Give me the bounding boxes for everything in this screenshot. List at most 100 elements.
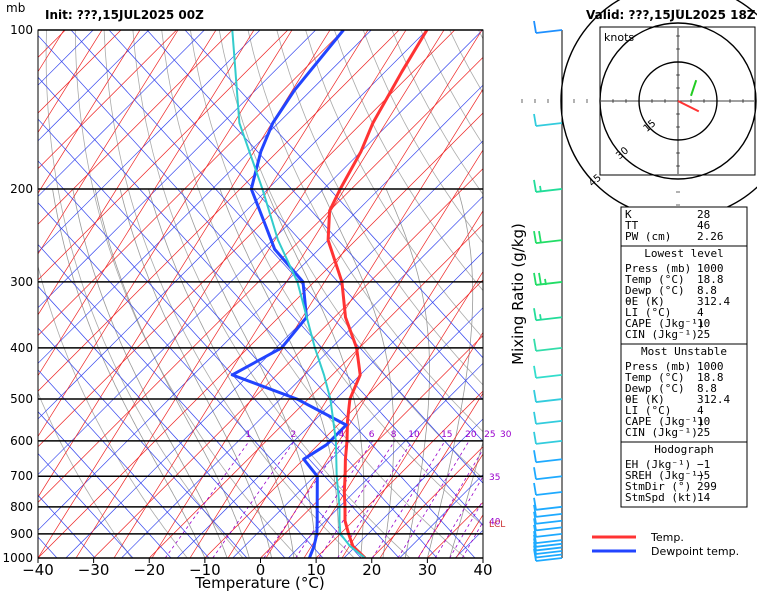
barb-flag xyxy=(533,497,537,510)
barb-staff xyxy=(535,346,563,352)
indices-title-unstable: Most Unstable xyxy=(641,345,727,358)
index-row-unstable: Temp (°C) 18.8 xyxy=(625,371,724,384)
wind-barb xyxy=(533,497,563,511)
theta-line-red xyxy=(341,331,483,558)
index-label: Temp (°C) xyxy=(625,273,685,286)
mixing-ratio-line xyxy=(417,448,483,558)
isotherm-blue xyxy=(38,30,483,476)
index-row-unstable: CAPE (Jkg⁻¹)10 xyxy=(625,415,710,428)
barb-flag xyxy=(533,504,537,518)
theta-line-red xyxy=(38,30,255,377)
pressure-tick-label: 100 xyxy=(10,23,33,37)
wind-barb xyxy=(533,524,563,538)
dry-adiabat xyxy=(38,391,133,558)
mixing-ratio-label: 25 xyxy=(484,430,495,440)
index-value: 2.26 xyxy=(697,230,724,243)
index-row-lowest: Press (mb) 1000 xyxy=(625,262,724,275)
mixing-ratio-line xyxy=(461,521,483,558)
legend-dewp-label: Dewpoint temp. xyxy=(651,545,739,558)
index-label: Dewp (°C) xyxy=(625,382,685,395)
wind-barb xyxy=(533,113,563,127)
wind-barb xyxy=(533,504,563,518)
index-label: Press (mb) xyxy=(625,262,691,275)
pressure-unit-label: mb xyxy=(6,1,25,15)
index-value: 25 xyxy=(697,328,710,341)
dry-adiabat xyxy=(190,30,483,527)
theta-line-red xyxy=(38,30,217,316)
mixing-ratio-line xyxy=(164,440,250,558)
theta-line-red xyxy=(113,30,445,558)
barb-staff xyxy=(535,512,563,518)
index-row-lowest: CIN (Jkg⁻¹) 25 xyxy=(625,328,710,341)
index-label: StmSpd (kt) xyxy=(625,491,698,504)
temperature-tick-label: 30 xyxy=(418,561,437,579)
dry-adiabat xyxy=(305,30,483,339)
index-label: CIN (Jkg⁻¹) xyxy=(625,328,698,341)
theta-line-red xyxy=(38,30,179,255)
index-row-lowest: CAPE (Jkg⁻¹)10 xyxy=(625,317,710,330)
index-value: 1000 xyxy=(697,360,724,373)
isotherm-red xyxy=(38,30,400,392)
index-row-general: K 28 xyxy=(625,208,710,221)
index-value: 10 xyxy=(697,415,710,428)
isotherm-red xyxy=(38,112,483,558)
index-label: Temp (°C) xyxy=(625,371,685,384)
barb-staff xyxy=(535,458,563,464)
barb-flag xyxy=(533,450,537,463)
barb-staff xyxy=(535,546,563,552)
index-row-unstable: LI (°C) 4 xyxy=(625,404,704,417)
temperature-tick-label: −10 xyxy=(189,561,221,579)
isotherm-blue xyxy=(121,195,483,558)
barb-staff xyxy=(535,532,563,538)
temperature-tick-label: 40 xyxy=(473,561,492,579)
index-label: θE (K) xyxy=(625,295,665,308)
index-row-hodograph: StmDir (°) 299 xyxy=(625,480,717,493)
isotherm-blue xyxy=(38,84,483,531)
theta-line-blue xyxy=(38,369,210,558)
barb-flag xyxy=(533,467,537,480)
mixing-ratio-label: 20 xyxy=(465,430,477,440)
series-temp xyxy=(326,30,429,558)
isotherm-red xyxy=(38,56,483,503)
index-value: −5 xyxy=(697,469,710,482)
dry-adiabat xyxy=(276,30,483,386)
isotherm-blue xyxy=(38,30,316,309)
wind-barb xyxy=(533,482,563,496)
index-value: 4 xyxy=(697,306,704,319)
isotherm-red xyxy=(371,446,483,558)
index-row-lowest: Temp (°C) 18.8 xyxy=(625,273,724,286)
temperature-tick-label: 0 xyxy=(256,561,266,579)
theta-line-red xyxy=(379,392,483,558)
theta-line-blue xyxy=(38,202,362,558)
indices-box-general xyxy=(620,206,748,247)
wind-barb xyxy=(533,230,563,245)
moist-adiabat xyxy=(449,440,483,558)
theta-line-blue xyxy=(184,30,483,359)
dry-adiabat xyxy=(362,30,483,244)
indices-box-hodograph xyxy=(620,441,748,508)
index-value: 46 xyxy=(697,219,710,232)
indices-box-lowest xyxy=(620,245,748,345)
barb-flag xyxy=(533,272,537,286)
wind-barb xyxy=(533,179,563,193)
barb-staff xyxy=(535,29,563,34)
barb-staff xyxy=(535,398,563,403)
isotherm-blue xyxy=(38,30,205,197)
temperature-tick-label: −20 xyxy=(133,561,165,579)
dry-adiabat xyxy=(334,30,483,292)
pressure-tick-label: 700 xyxy=(10,469,33,483)
pressure-tick-label: 600 xyxy=(10,434,33,448)
dry-adiabat xyxy=(132,30,411,558)
pressure-tick-label: 300 xyxy=(10,275,33,289)
index-row-unstable: θE (K) 312.4 xyxy=(625,393,730,406)
index-label: SREH (Jkg⁻¹) xyxy=(625,469,704,482)
index-value: 8.8 xyxy=(697,284,717,297)
barb-flag xyxy=(533,482,537,496)
index-value: −1 xyxy=(697,458,710,471)
indices-box-unstable xyxy=(620,343,748,443)
lcl-label: LCL xyxy=(489,520,505,530)
theta-line-red xyxy=(265,210,483,558)
mixing-ratio-line xyxy=(337,440,413,558)
index-value: 1000 xyxy=(697,262,724,275)
dry-adiabat xyxy=(74,30,299,558)
